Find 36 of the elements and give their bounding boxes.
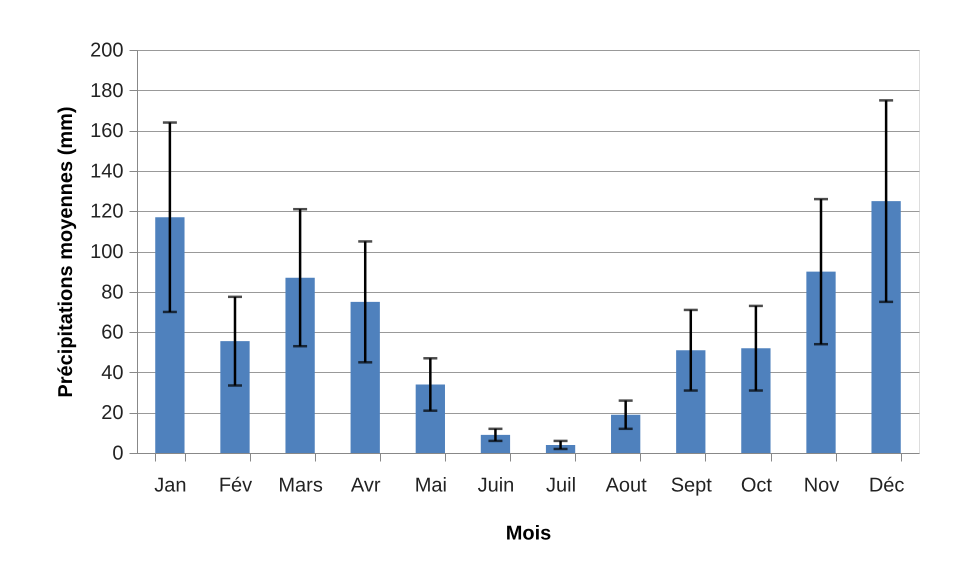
y-tick-label: 40	[101, 362, 124, 384]
x-tick-label: Aout	[606, 474, 648, 496]
bar	[220, 341, 250, 453]
y-tick-label: 0	[112, 442, 124, 464]
x-tick-label: Oct	[740, 474, 772, 496]
x-tick-label: Déc	[868, 474, 904, 496]
x-tick-label: Fév	[218, 474, 252, 496]
bar	[806, 272, 836, 453]
y-tick-label: 80	[101, 281, 124, 304]
x-axis-title: Mois	[506, 522, 552, 544]
bar	[350, 302, 380, 453]
bar	[416, 384, 445, 453]
y-tick-label: 200	[90, 40, 124, 62]
y-tick-label: 140	[90, 160, 124, 182]
x-tick-label: Sept	[670, 474, 712, 496]
bar	[871, 201, 901, 453]
y-tick-label: 100	[90, 241, 124, 263]
x-tick-label: Mai	[414, 474, 447, 496]
bar	[480, 434, 510, 453]
bar	[741, 348, 771, 453]
x-tick-label: Mars	[278, 474, 323, 496]
bar	[155, 217, 185, 453]
y-tick-label: 120	[90, 200, 124, 223]
x-tick-label: Jan	[154, 474, 187, 496]
y-tick-label: 60	[101, 322, 124, 344]
bar	[285, 278, 315, 453]
x-tick-label: Nov	[804, 474, 840, 496]
x-tick-label: Juin	[478, 474, 514, 496]
x-tick-label: Avr	[350, 474, 381, 496]
y-tick-label: 20	[101, 402, 124, 424]
y-tick-label: 160	[90, 120, 124, 142]
x-tick-label: Juil	[546, 474, 576, 496]
y-axis-title: Précipitations moyennes (mm)	[55, 106, 78, 398]
y-tick-label: 180	[90, 80, 124, 102]
bar	[611, 414, 640, 453]
bar	[676, 350, 706, 453]
